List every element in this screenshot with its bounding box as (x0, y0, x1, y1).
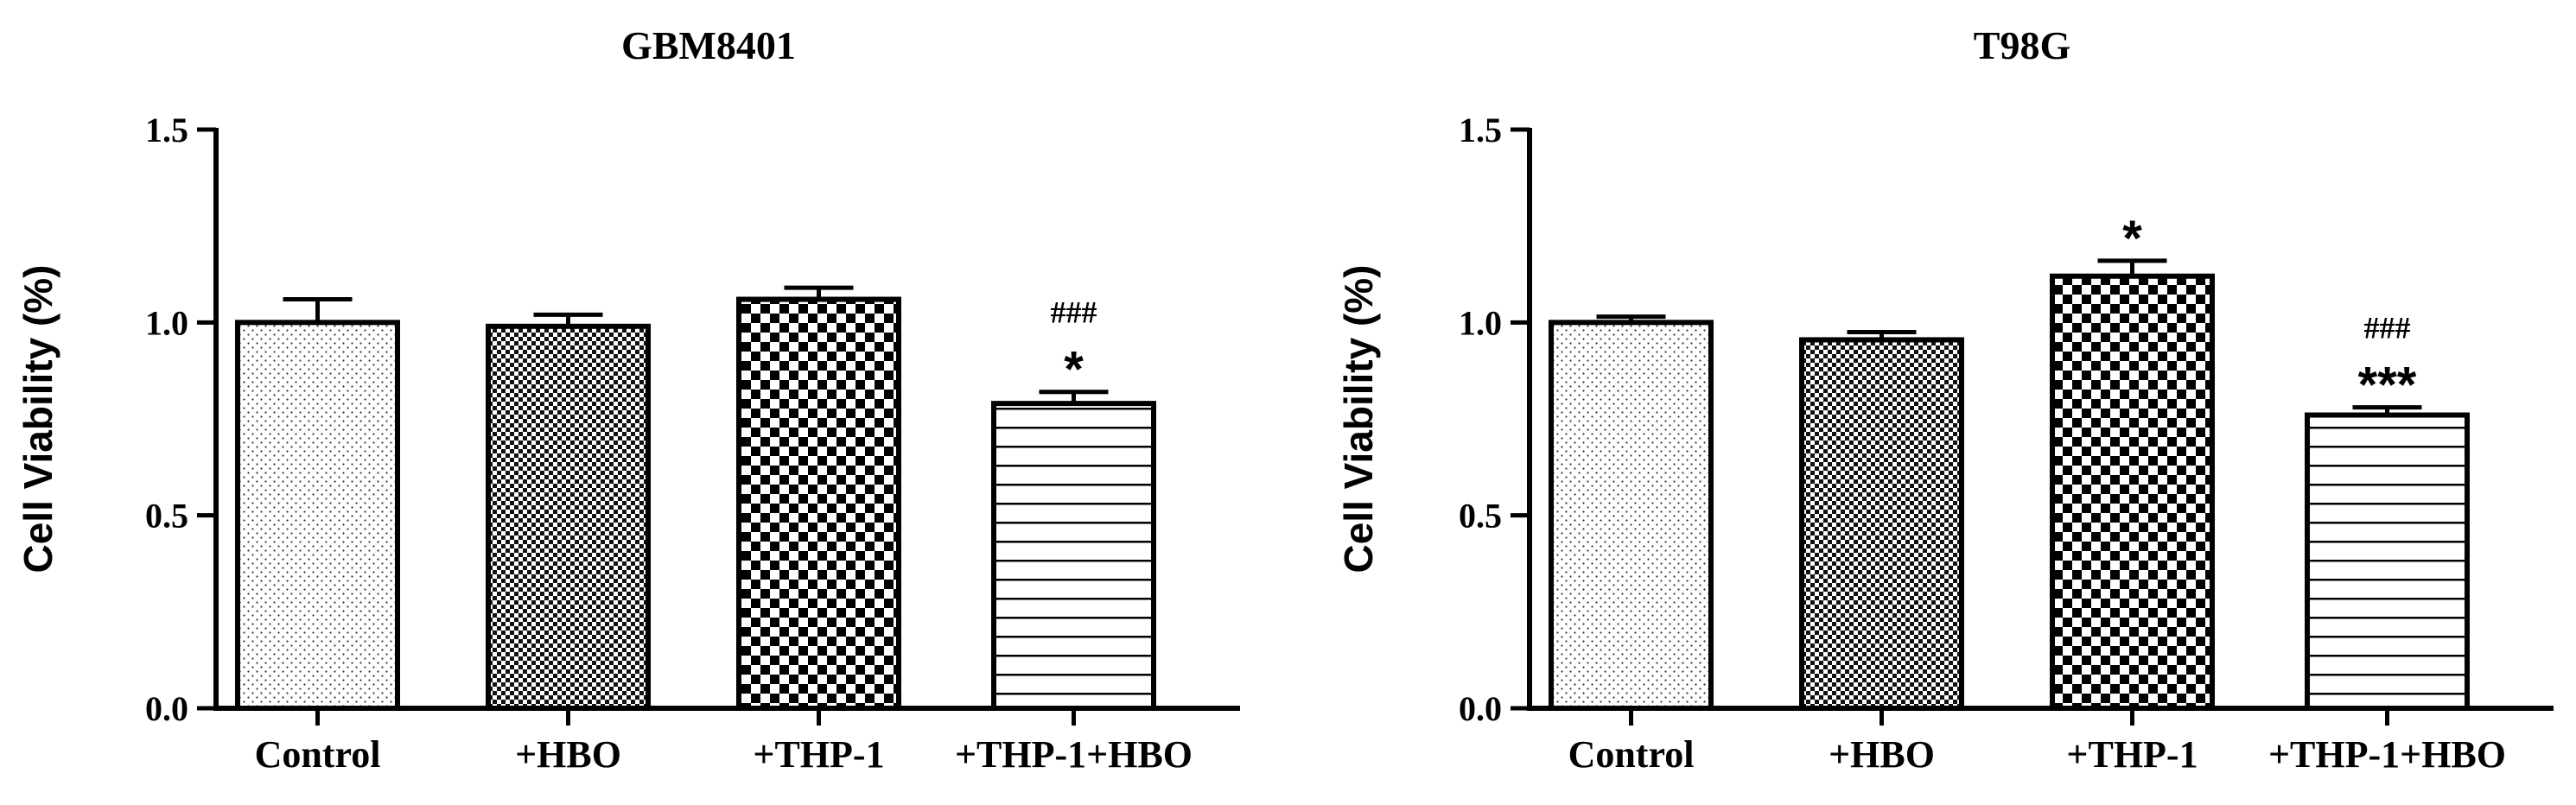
bar (2305, 412, 2470, 711)
x-tick-label: Control (1568, 733, 1695, 776)
significance-marker: * (2122, 211, 2142, 267)
y-tick-label: 1.5 (1459, 111, 1502, 149)
x-tick-label: +THP-1 (753, 733, 884, 776)
y-tick-label: 1.0 (145, 303, 188, 342)
bar (235, 320, 400, 711)
y-tick-label: 0.5 (1459, 497, 1502, 536)
bar (1799, 337, 1964, 711)
y-axis-label: Cell Viability (%) (16, 264, 60, 573)
x-tick-label: +THP-1 (2066, 733, 2198, 776)
significance-hash-marker: ### (2364, 311, 2411, 345)
significance-hash-marker: ### (1051, 295, 1097, 330)
chart-panel-gbm8401: GBM8401 Cell Viability (%) 0.0 0.5 1.0 1.5 Con… (16, 23, 1240, 776)
bar (1549, 320, 1714, 711)
y-tick-label: 1.5 (145, 111, 188, 149)
chart-panel-t98g: T98G Cell Viability (%) 0.0 0.5 1.0 1.5 Contro… (1336, 23, 2554, 776)
bar (736, 296, 901, 711)
bar (486, 323, 651, 711)
x-tick-label: +THP-1+HBO (2268, 733, 2506, 776)
y-tick-label: 0.5 (145, 497, 188, 536)
y-tick-label: 0.0 (145, 689, 188, 728)
chart-title: T98G (1974, 23, 2070, 67)
y-tick-label: 0.0 (1459, 689, 1502, 728)
chart-title: GBM8401 (621, 23, 796, 67)
x-tick-label: +THP-1+HBO (955, 733, 1193, 776)
significance-marker: *** (2358, 358, 2417, 414)
x-tick-label: +HBO (515, 733, 621, 776)
bar (991, 401, 1156, 711)
x-tick-label: Control (255, 733, 381, 776)
x-tick-label: +HBO (1829, 733, 1935, 776)
bar (2050, 273, 2215, 711)
y-tick-label: 1.0 (1459, 303, 1502, 342)
significance-marker: * (1064, 342, 1084, 398)
y-axis-label: Cell Viability (%) (1336, 264, 1381, 573)
